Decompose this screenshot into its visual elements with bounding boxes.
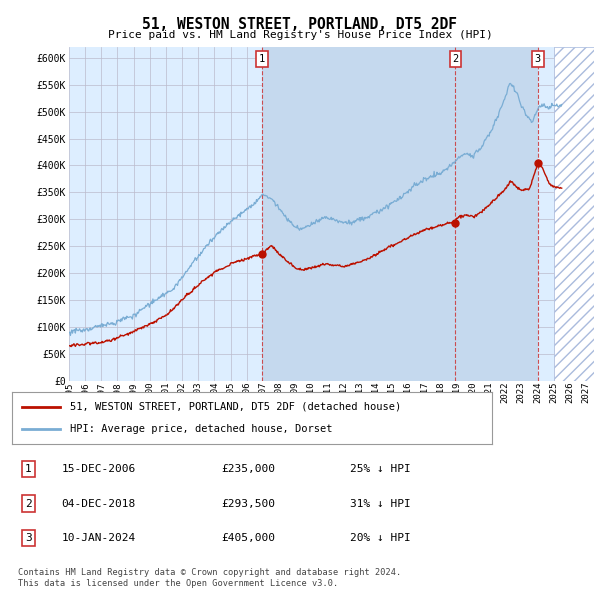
Text: 20% ↓ HPI: 20% ↓ HPI: [350, 533, 410, 543]
Text: Contains HM Land Registry data © Crown copyright and database right 2024.: Contains HM Land Registry data © Crown c…: [18, 568, 401, 576]
Text: £235,000: £235,000: [221, 464, 275, 474]
Text: £293,500: £293,500: [221, 499, 275, 509]
Text: 1: 1: [25, 464, 32, 474]
Text: 10-JAN-2024: 10-JAN-2024: [61, 533, 136, 543]
Text: 3: 3: [25, 533, 32, 543]
Text: 2: 2: [452, 54, 458, 64]
Text: 1: 1: [259, 54, 265, 64]
Text: 2: 2: [25, 499, 32, 509]
Text: 3: 3: [535, 54, 541, 64]
Text: 31% ↓ HPI: 31% ↓ HPI: [350, 499, 410, 509]
Text: Price paid vs. HM Land Registry's House Price Index (HPI): Price paid vs. HM Land Registry's House …: [107, 30, 493, 40]
Text: 51, WESTON STREET, PORTLAND, DT5 2DF (detached house): 51, WESTON STREET, PORTLAND, DT5 2DF (de…: [70, 402, 401, 412]
Text: 51, WESTON STREET, PORTLAND, DT5 2DF: 51, WESTON STREET, PORTLAND, DT5 2DF: [143, 17, 458, 31]
Text: 25% ↓ HPI: 25% ↓ HPI: [350, 464, 410, 474]
Text: 15-DEC-2006: 15-DEC-2006: [61, 464, 136, 474]
Bar: [262, 47, 538, 381]
Text: This data is licensed under the Open Government Licence v3.0.: This data is licensed under the Open Gov…: [18, 579, 338, 588]
Text: HPI: Average price, detached house, Dorset: HPI: Average price, detached house, Dors…: [70, 424, 332, 434]
Bar: [554, 47, 594, 381]
Text: £405,000: £405,000: [221, 533, 275, 543]
Text: 04-DEC-2018: 04-DEC-2018: [61, 499, 136, 509]
